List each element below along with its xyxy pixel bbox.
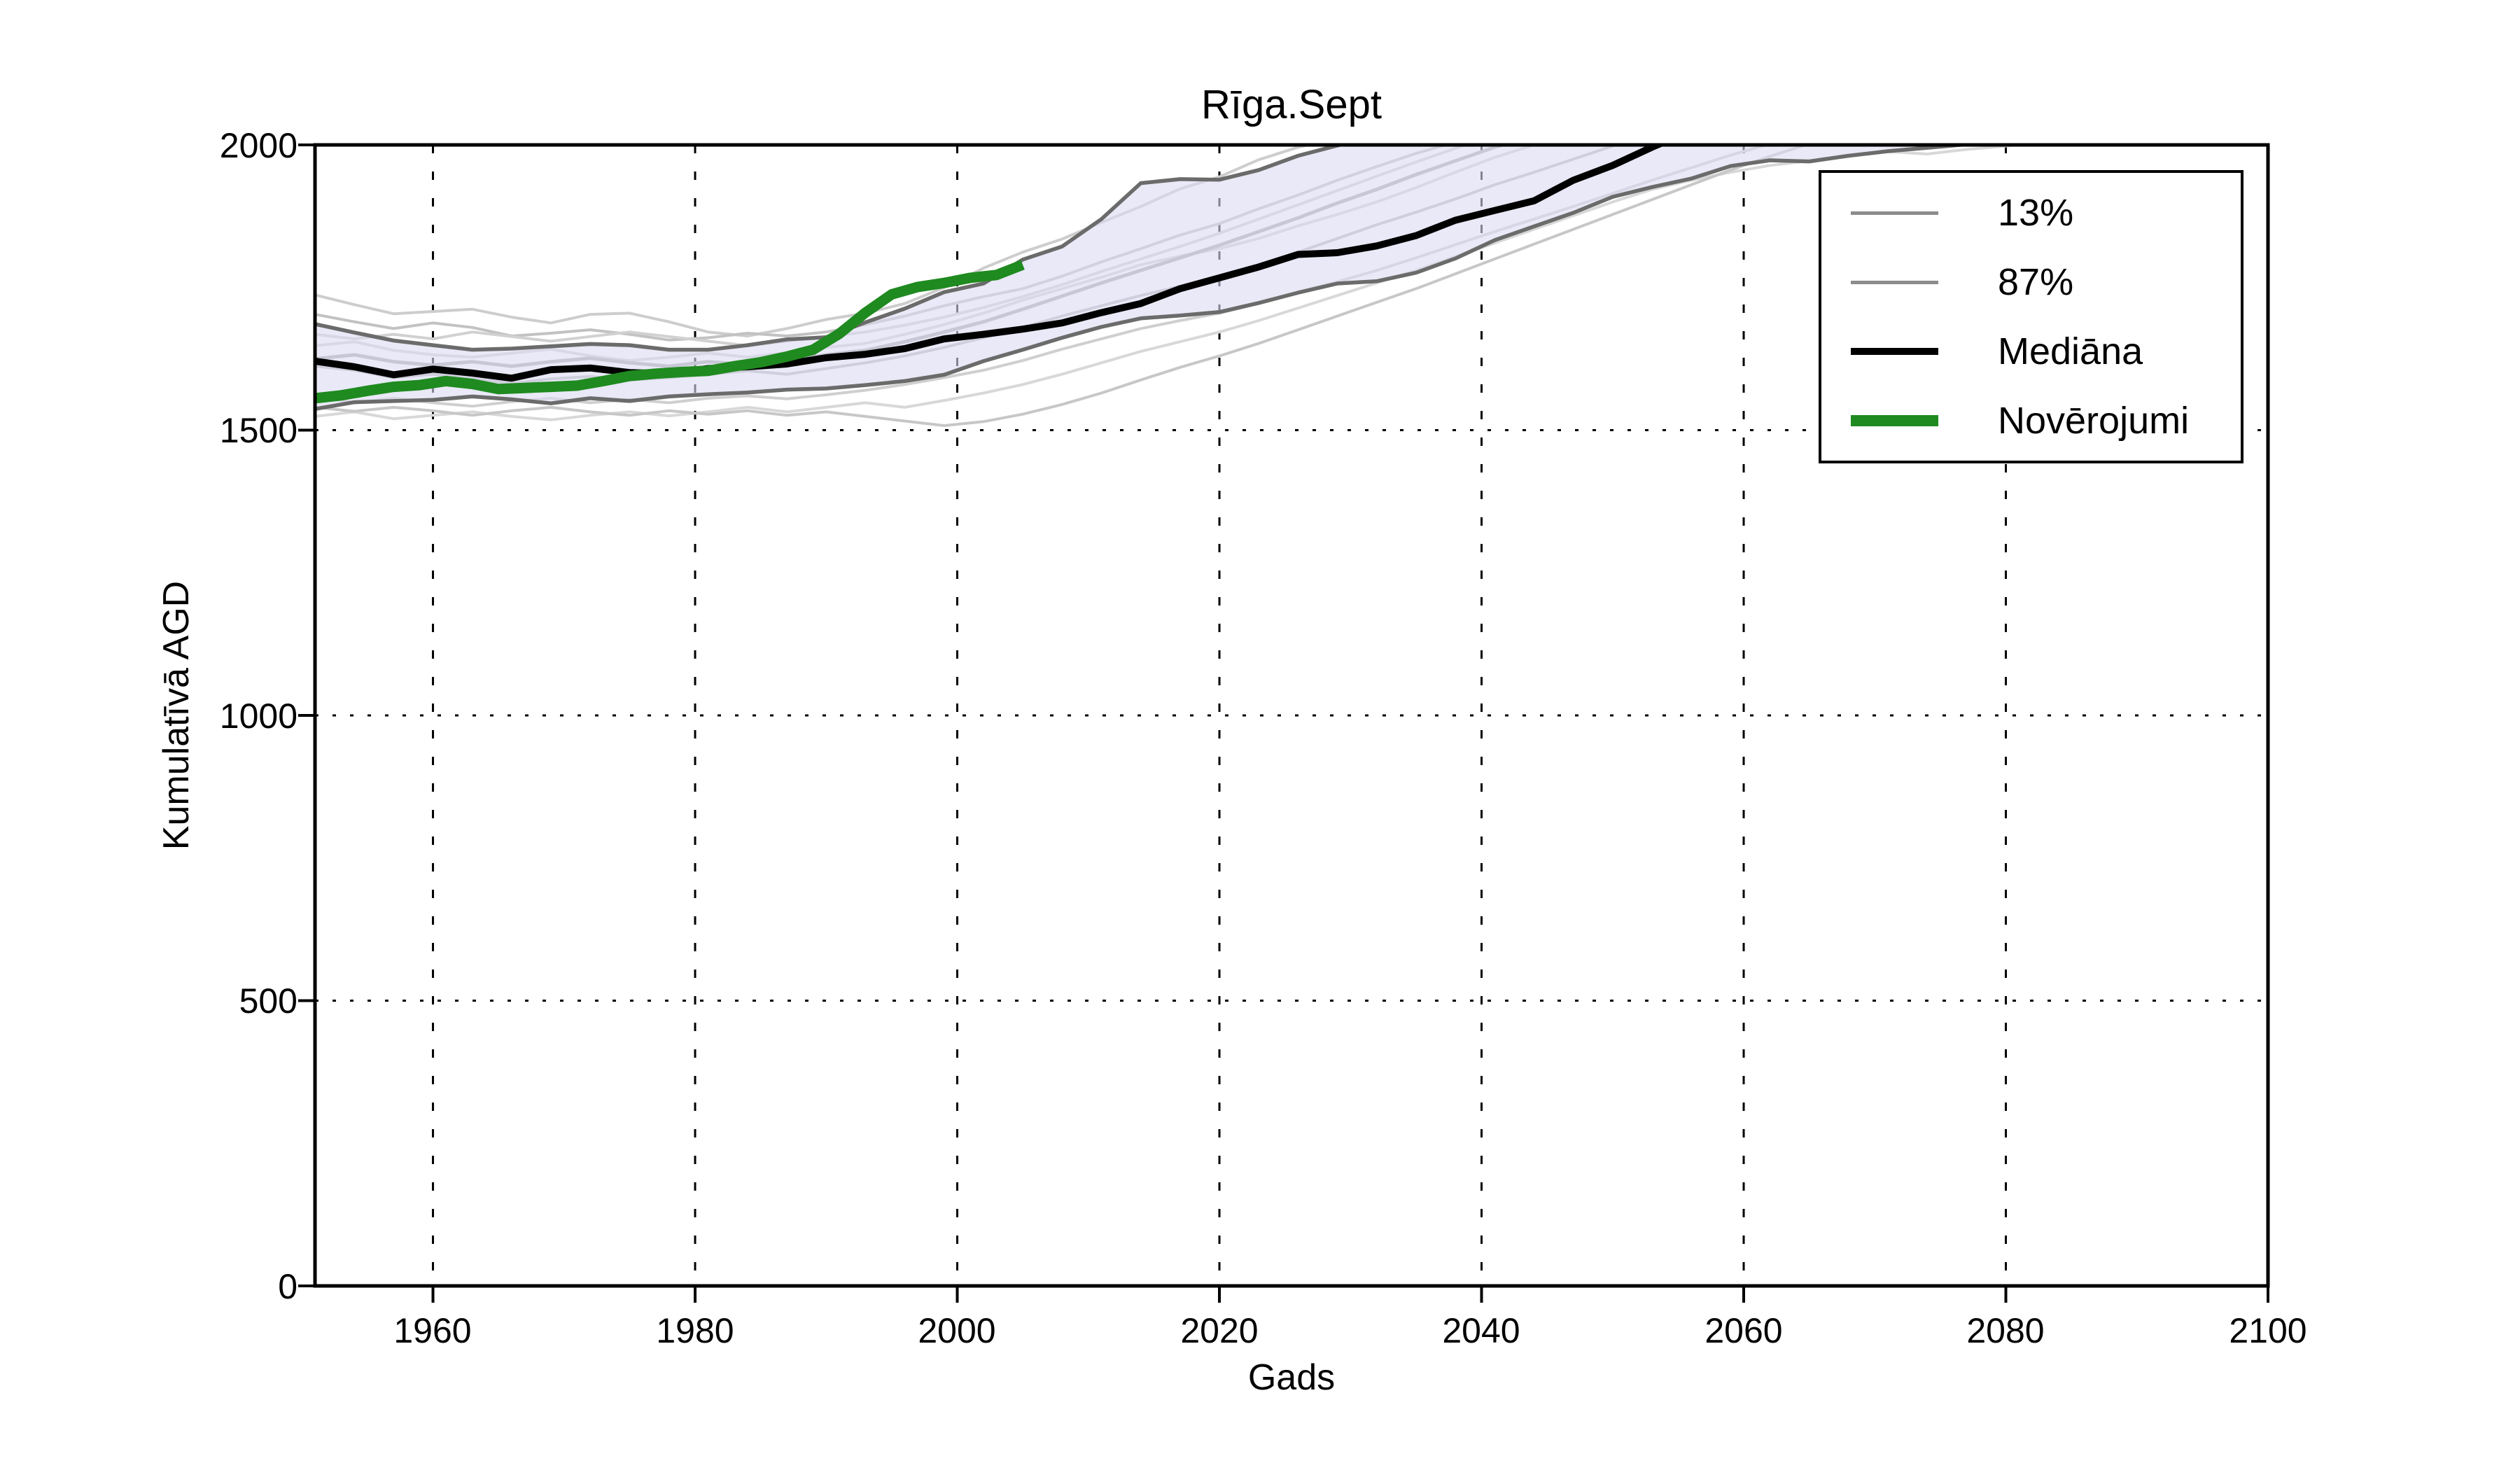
y-tick-1000: 1000	[219, 696, 298, 736]
x-tick-1980: 1980	[656, 1311, 734, 1350]
legend-label: Mediāna	[1998, 330, 2143, 372]
legend-row-observations: Novērojumi	[1821, 387, 2241, 454]
x-tick-2000: 2000	[918, 1311, 996, 1350]
y-tick-0: 0	[278, 1267, 298, 1306]
chart-title: Rīga.Sept	[1201, 82, 1382, 127]
x-tick-2060: 2060	[1704, 1311, 1783, 1350]
legend-row-87pct: 87%	[1821, 248, 2241, 316]
quantile-13-line-swatch	[1851, 211, 1938, 215]
x-tick-2080: 2080	[1966, 1311, 2045, 1350]
legend-label: Novērojumi	[1998, 399, 2190, 442]
x-tick-1960: 1960	[393, 1311, 472, 1350]
x-tick-2040: 2040	[1442, 1311, 1520, 1350]
x-tick-2100: 2100	[2229, 1311, 2307, 1350]
quantile-87-line-swatch	[1851, 280, 1938, 284]
x-tick-2020: 2020	[1180, 1311, 1259, 1350]
y-tick-2000: 2000	[219, 126, 298, 165]
legend-box: 13% 87% Mediāna Novērojumi	[1819, 170, 2244, 463]
median-line-swatch	[1851, 347, 1938, 355]
x-axis-label: Gads	[1247, 1357, 1336, 1398]
observations-line-swatch	[1851, 414, 1938, 426]
y-tick-1500: 1500	[219, 411, 298, 450]
legend-row-median: Mediāna	[1821, 318, 2241, 385]
legend-label: 87%	[1998, 261, 2074, 304]
legend-label: 13%	[1998, 192, 2074, 234]
legend-row-13pct: 13%	[1821, 179, 2241, 246]
y-tick-500: 500	[239, 981, 298, 1021]
